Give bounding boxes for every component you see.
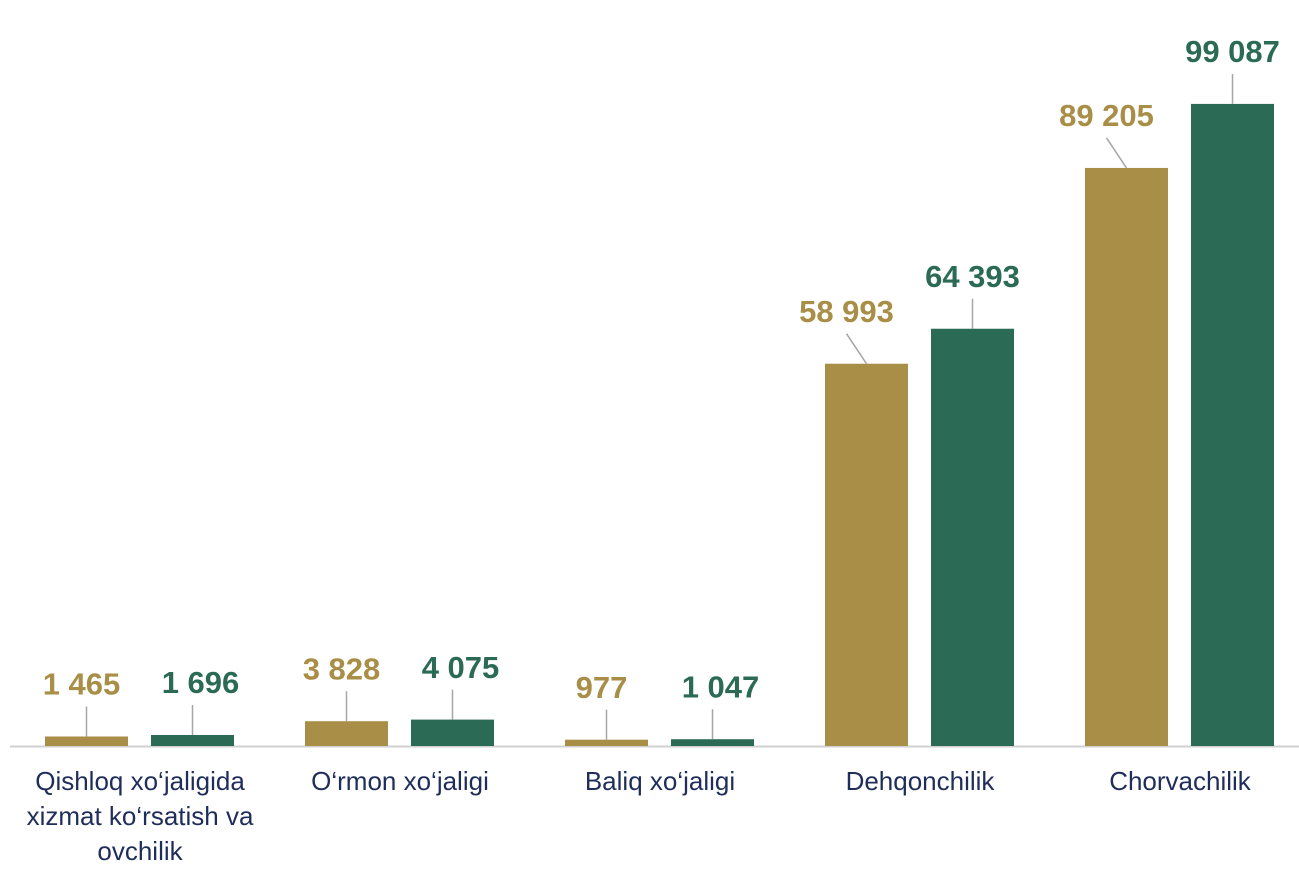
value-label: 89 205 [1059, 98, 1154, 133]
value-label: 1 696 [162, 665, 240, 700]
value-label: 1 047 [682, 669, 760, 704]
x-tick-label: O‘rmon xo‘jaligi [311, 766, 489, 796]
x-tick-label: Chorvachilik [1109, 766, 1251, 796]
bar [931, 328, 1014, 746]
x-tick-label: Dehqonchilik [845, 766, 995, 796]
bar [565, 739, 648, 746]
bar [151, 735, 234, 746]
bar [1191, 103, 1274, 746]
leader-line [1105, 137, 1128, 169]
value-label: 3 828 [303, 651, 381, 686]
value-label: 977 [576, 670, 628, 705]
leader-line [845, 333, 868, 365]
value-label: 99 087 [1185, 34, 1280, 69]
value-label: 4 075 [422, 650, 500, 685]
bar [825, 363, 908, 746]
bar [1085, 167, 1168, 746]
bar [45, 736, 128, 746]
x-tick-label: Baliq xo‘jaligi [584, 766, 736, 796]
bar [305, 721, 388, 746]
value-label: 64 393 [925, 259, 1020, 294]
bar [671, 739, 754, 746]
value-label: 1 465 [43, 667, 121, 702]
value-label: 58 993 [799, 294, 894, 329]
x-tick-label: Qishloq xo‘jaligida xizmat ko‘rsatish va… [26, 766, 254, 866]
bar [411, 719, 494, 746]
